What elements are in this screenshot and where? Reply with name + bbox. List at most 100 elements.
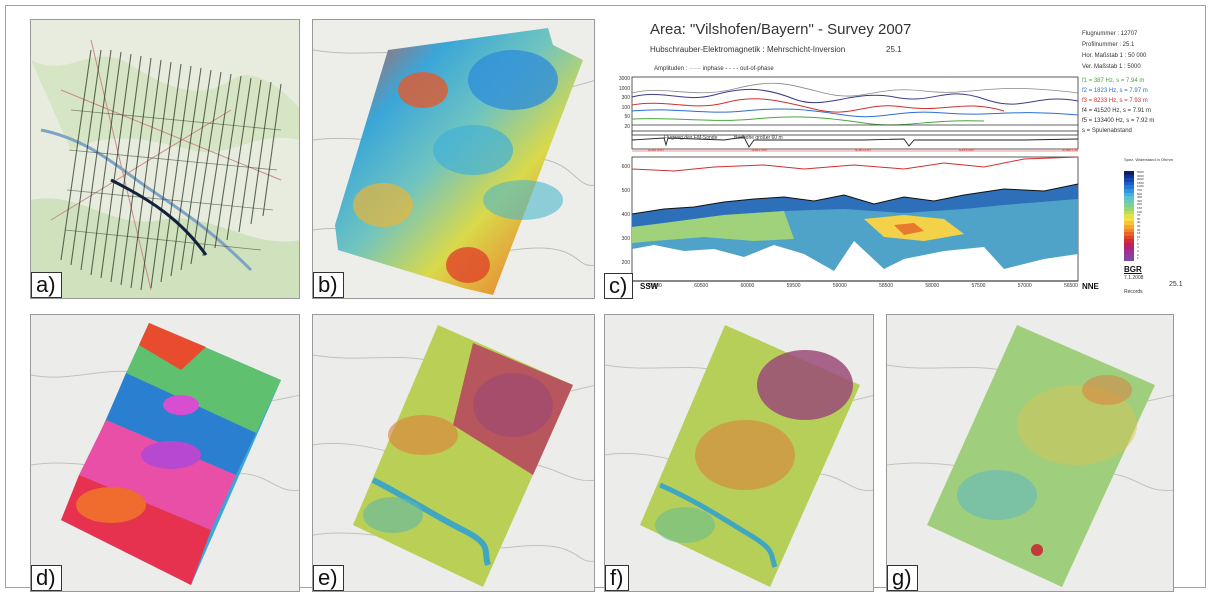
legend-entry: 1000 — [1124, 185, 1164, 189]
legend-swatch — [1124, 253, 1134, 258]
legend-entry: 200 — [1124, 203, 1164, 207]
legend-swatch — [1124, 214, 1134, 218]
frequency-list: f1 = 387 Hz, s = 7.94 m f2 = 1823 Hz, s … — [1082, 76, 1154, 136]
legend-swatch — [1124, 210, 1134, 215]
panel-c-section: Area: "Vilshofen/Bayern" - Survey 2007 H… — [604, 19, 1201, 299]
coil-spacing: s = Spulenabstand — [1082, 128, 1132, 134]
panel-g-resistivity-map: g) — [886, 314, 1174, 592]
date-label: 7.1.2008 — [1124, 275, 1144, 281]
legend-value: 10 — [1137, 234, 1141, 239]
legend-swatch — [1124, 196, 1134, 200]
resistivity-map-g — [887, 315, 1173, 591]
legend-entry: 1 — [1124, 257, 1164, 261]
freq-3: f3 = 8233 Hz, s = 7.93 m — [1082, 98, 1148, 104]
legend-value: 2000 — [1137, 177, 1144, 182]
legend-value: 200 — [1137, 202, 1143, 207]
legend-entry: 500 — [1124, 191, 1164, 197]
legend-entry: 100 — [1124, 209, 1164, 215]
legend-value: 1000 — [1137, 184, 1144, 189]
panel-label: b) — [313, 272, 344, 298]
magnetic-anomaly-map — [31, 315, 299, 591]
legend-entry: 5 — [1124, 241, 1164, 247]
legend-swatch — [1124, 232, 1134, 236]
legend-entry: 2000 — [1124, 178, 1164, 182]
panel-e-resistivity-map: e) — [312, 314, 595, 592]
legend-value: 3 — [1137, 249, 1139, 254]
legend-value: 3000 — [1137, 173, 1144, 178]
legend-swatch — [1124, 181, 1134, 186]
amplitude-legend: Amplituden : ······ inphase - - - - out-… — [654, 66, 774, 72]
records-label: Records — [1124, 289, 1143, 295]
legend-swatch — [1124, 217, 1134, 222]
legend-entry: 20 — [1124, 227, 1164, 233]
legend-value: 50 — [1137, 216, 1141, 221]
legend-entry: 300 — [1124, 198, 1164, 204]
resistivity-map — [313, 20, 594, 298]
legend-swatch — [1124, 192, 1134, 197]
panel-label: f) — [605, 565, 630, 591]
section-subtitle: Hubschrauber-Elektromagnetik : Mehrschic… — [650, 45, 846, 54]
legend-entry: 7 — [1124, 239, 1164, 243]
amplitude-axis-ticks: 3000 1000 300 100 50 20 — [618, 76, 630, 130]
legend-swatch — [1124, 246, 1134, 251]
legend-value: 100 — [1137, 209, 1143, 214]
legend-entry: 10 — [1124, 234, 1164, 240]
panel-label: e) — [313, 565, 344, 591]
legend-value: 5000 — [1137, 170, 1144, 174]
legend-value: 4 — [1137, 245, 1139, 250]
nne-label: NNE — [1082, 282, 1099, 291]
legend-value: 500 — [1137, 191, 1143, 196]
legend-value: 30 — [1137, 223, 1141, 228]
legend-entry: 40 — [1124, 221, 1164, 225]
legend-value: 300 — [1137, 198, 1143, 203]
legend-swatch — [1124, 188, 1134, 193]
panel-label: c) — [604, 273, 634, 299]
legend-swatch — [1124, 171, 1134, 175]
flight-path-label: Flugweg des EM-Sonde — [664, 135, 718, 141]
legend-entry: 50 — [1124, 216, 1164, 222]
legend-swatch — [1124, 228, 1134, 233]
resistivity-map-f — [605, 315, 873, 591]
resistivity-map-e — [313, 315, 594, 591]
bgr-logo: BGR — [1124, 265, 1142, 274]
legend-entry: 1500 — [1124, 180, 1164, 186]
legend-swatch — [1124, 235, 1134, 240]
legend-swatch — [1124, 221, 1134, 225]
profile-number-bottom: 25.1 — [1169, 281, 1183, 288]
legend-value: 40 — [1137, 220, 1141, 225]
legend-value: 15 — [1137, 231, 1141, 236]
legend-value: 20 — [1137, 227, 1141, 232]
legend-value: 2 — [1137, 252, 1139, 257]
freq-1: f1 = 387 Hz, s = 7.94 m — [1082, 78, 1145, 84]
legend-value: 7 — [1137, 238, 1139, 243]
legend-entry: 700 — [1124, 187, 1164, 193]
legend-entry: 70 — [1124, 214, 1164, 218]
legend-entry: 5000 — [1124, 170, 1164, 175]
legend-swatch — [1124, 185, 1134, 189]
legend-value: 70 — [1137, 213, 1141, 218]
legend-value: 1 — [1137, 256, 1139, 261]
legend-entry: 400 — [1124, 196, 1164, 200]
panel-a-flight-lines-map: a) — [30, 19, 300, 299]
legend-entry: 3000 — [1124, 173, 1164, 179]
profile-number: 25.1 — [886, 45, 902, 54]
legend-entry: 2 — [1124, 252, 1164, 258]
panel-b-resistivity-map: b) — [312, 19, 595, 299]
legend-entry: 15 — [1124, 231, 1164, 236]
legend-value: 5 — [1137, 241, 1139, 246]
legend-title: Spez. Widerstand in Ohmm — [1124, 157, 1173, 162]
legend-value: 700 — [1137, 187, 1143, 192]
legend-swatch — [1124, 178, 1134, 182]
legend-entry: 3 — [1124, 249, 1164, 254]
panel-d-magnetic-map: d) — [30, 314, 300, 592]
legend-entry: 150 — [1124, 206, 1164, 211]
panel-label: d) — [31, 565, 62, 591]
legend-value: 400 — [1137, 195, 1143, 200]
panel-label: g) — [887, 565, 918, 591]
resistivity-color-legend: 5000 3000 2000 1500 1000 700 500 400 300 200 150 10… — [1124, 170, 1164, 261]
freq-5: f5 = 133400 Hz, s = 7.92 m — [1082, 118, 1155, 124]
legend-swatch — [1124, 242, 1134, 247]
legend-value: 1500 — [1137, 180, 1144, 185]
freq-4: f4 = 41520 Hz, s = 7.91 m — [1082, 108, 1152, 114]
panel-f-resistivity-map: f) — [604, 314, 874, 592]
